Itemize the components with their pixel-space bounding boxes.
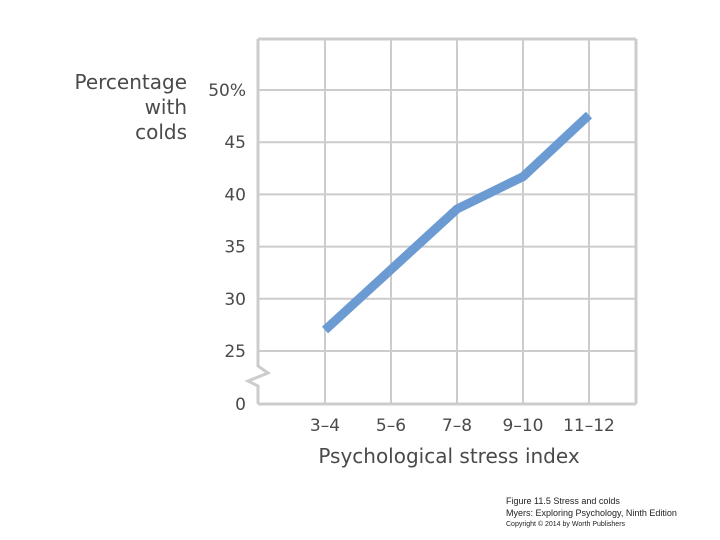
y-tick-label: 50% bbox=[208, 81, 246, 101]
y-axis-label-line: Percentage bbox=[74, 70, 187, 94]
y-tick-label: 35 bbox=[224, 238, 246, 258]
figure-caption-copyright: Copyright © 2014 by Worth Publishers bbox=[506, 521, 626, 528]
series-layer bbox=[321, 111, 593, 334]
y-axis-label-line: with bbox=[145, 95, 187, 119]
x-axis-label: Psychological stress index bbox=[318, 444, 580, 468]
x-tick-label: 9–10 bbox=[503, 416, 544, 436]
grid bbox=[258, 37, 638, 404]
series-line bbox=[321, 111, 593, 334]
x-tick-label: 5–6 bbox=[376, 416, 406, 436]
x-tick-label: 11–12 bbox=[563, 416, 615, 436]
figure-caption-source: Myers: Exploring Psychology, Ninth Editi… bbox=[506, 508, 677, 518]
y-tick-label-origin: 0 bbox=[235, 395, 246, 415]
y-tick-labels: 25 30 35 40 45 50% 0 bbox=[208, 81, 246, 415]
axes bbox=[244, 39, 636, 406]
y-tick-label: 25 bbox=[224, 342, 246, 362]
y-axis-label-line: colds bbox=[135, 120, 187, 144]
figure-caption-title: Figure 11.5 Stress and colds bbox=[506, 496, 620, 506]
x-tick-label: 7–8 bbox=[442, 416, 472, 436]
y-tick-label: 45 bbox=[224, 133, 246, 153]
y-tick-label: 30 bbox=[224, 290, 246, 310]
y-axis-line-with-break bbox=[244, 39, 272, 404]
y-tick-label: 40 bbox=[224, 185, 246, 205]
x-tick-labels: 3–4 5–6 7–8 9–10 11–12 bbox=[310, 416, 615, 436]
x-tick-label: 3–4 bbox=[310, 416, 340, 436]
